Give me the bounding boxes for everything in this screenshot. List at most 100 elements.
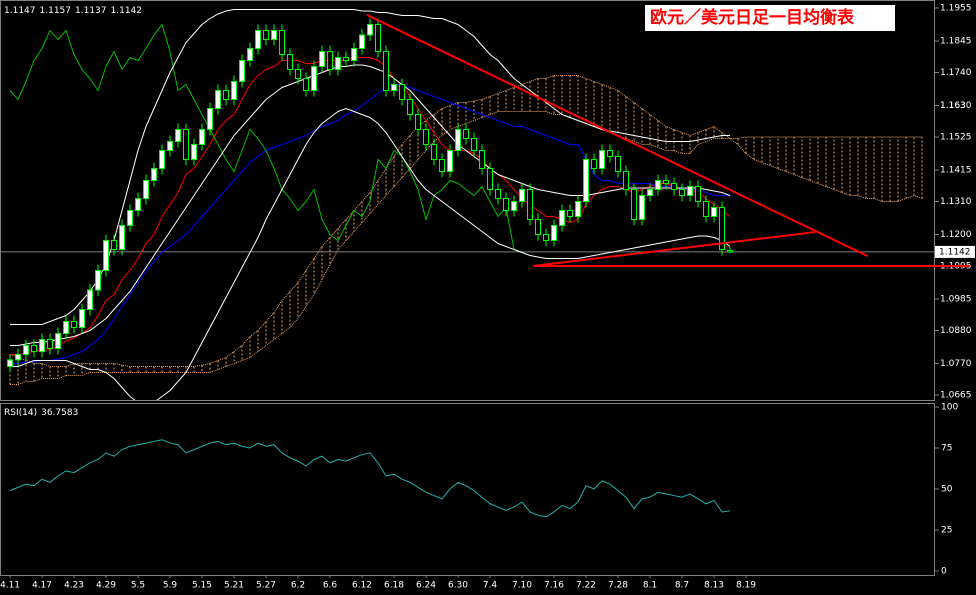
candle-body <box>407 99 413 115</box>
trendline <box>366 13 869 258</box>
y-tick-label: 1.0770 <box>940 359 972 369</box>
x-tick-label: 4.11 <box>0 581 20 591</box>
x-tick-label: 7.22 <box>576 581 596 591</box>
y-tick-label: 1.0985 <box>940 295 972 305</box>
ohlc-header: 1.1147 1.1157 1.1137 1.1142 <box>4 6 142 16</box>
candle-body <box>223 90 229 100</box>
y-tick-label: 25 <box>941 526 952 536</box>
candle-body <box>279 30 285 55</box>
candle-body <box>207 108 213 130</box>
senkou-span-a <box>9 75 923 367</box>
candle-body <box>55 333 61 349</box>
price-label-box <box>935 245 975 258</box>
candle-body <box>143 180 149 199</box>
y-tick-label: 0 <box>941 567 947 577</box>
candle-body <box>583 159 589 202</box>
candle-body <box>15 354 21 361</box>
candle-body <box>495 189 501 199</box>
candle-body <box>159 150 165 169</box>
candle-body <box>455 129 461 151</box>
x-tick-label: 5.9 <box>163 581 178 591</box>
candle-body <box>167 141 173 151</box>
x-tick-label: 8.13 <box>704 581 724 591</box>
candle-body <box>543 234 549 241</box>
candle-body <box>439 159 445 172</box>
x-tick-label: 7.16 <box>544 581 564 591</box>
candle-body <box>551 225 557 241</box>
rsi-panel <box>0 403 935 576</box>
candle-body <box>663 180 669 184</box>
candle-body <box>103 240 109 271</box>
candle-body <box>151 168 157 181</box>
candle-body <box>679 189 685 196</box>
candle-body <box>215 90 221 109</box>
candle-body <box>711 207 717 217</box>
candle-body <box>351 48 357 61</box>
candle-body <box>311 66 317 91</box>
candle-body <box>503 198 509 211</box>
candle-body <box>559 210 565 226</box>
indicator-line <box>10 107 731 400</box>
main-panel <box>0 0 935 401</box>
candle-body <box>247 48 253 61</box>
x-tick-label: 7.28 <box>608 581 628 591</box>
candle-body <box>255 30 261 49</box>
x-tick-label: 4.17 <box>32 581 52 591</box>
x-tick-label: 6.12 <box>352 581 372 591</box>
candle-body <box>607 150 613 157</box>
title-box <box>645 5 895 31</box>
candle-body <box>271 30 277 40</box>
candle-body <box>175 129 181 142</box>
indicator-line <box>10 84 730 364</box>
candle-body <box>199 129 205 145</box>
candle-body <box>191 144 197 160</box>
candle-body <box>23 345 29 355</box>
x-tick-label: 5.21 <box>224 581 244 591</box>
candle-body <box>359 34 365 49</box>
candle-body <box>423 129 429 145</box>
y-tick-label: 1.1525 <box>940 133 972 143</box>
candle-body <box>479 150 485 169</box>
candle-body <box>183 129 189 160</box>
x-tick-label: 5.5 <box>131 581 145 591</box>
indicator-line <box>10 57 731 355</box>
main-plot <box>0 9 935 400</box>
x-tick-label: 6.30 <box>448 581 468 591</box>
x-tick-label: 6.24 <box>416 581 436 591</box>
candle-body <box>703 201 709 217</box>
candle-body <box>319 51 325 67</box>
high-value: 1.1157 <box>40 6 72 16</box>
candle-body <box>647 189 653 196</box>
candle-body <box>631 189 637 220</box>
rsi-value: 36.7583 <box>41 408 78 418</box>
candle-body <box>415 114 421 130</box>
rsi-line <box>9 439 731 518</box>
candle-body <box>335 57 341 70</box>
candle-body <box>511 201 517 211</box>
candle-body <box>527 189 533 220</box>
candle-body <box>303 78 309 91</box>
candle-body <box>7 359 13 367</box>
price-label: 1.1142 <box>939 247 971 257</box>
candle-body <box>263 30 269 40</box>
y-tick-label: 1.0665 <box>940 391 972 401</box>
candle-body <box>119 225 125 250</box>
candle-body <box>431 144 437 160</box>
candle-body <box>71 321 77 328</box>
y-tick-label: 1.0880 <box>940 326 972 336</box>
candle-body <box>239 60 245 82</box>
candle-body <box>623 171 629 190</box>
candle-body <box>63 321 69 334</box>
rsi-plot <box>9 439 731 518</box>
candle-body <box>367 24 373 36</box>
candle-body <box>719 207 725 250</box>
x-tick-label: 4.23 <box>64 581 84 591</box>
y-tick-label: 1.163 <box>940 101 966 111</box>
x-tick-label: 7.10 <box>512 581 532 591</box>
y-tick-label: 1.1630 <box>940 101 972 111</box>
candle-body <box>375 24 381 52</box>
candle-body <box>567 210 573 217</box>
x-tick-label: 7.4 <box>483 581 498 591</box>
